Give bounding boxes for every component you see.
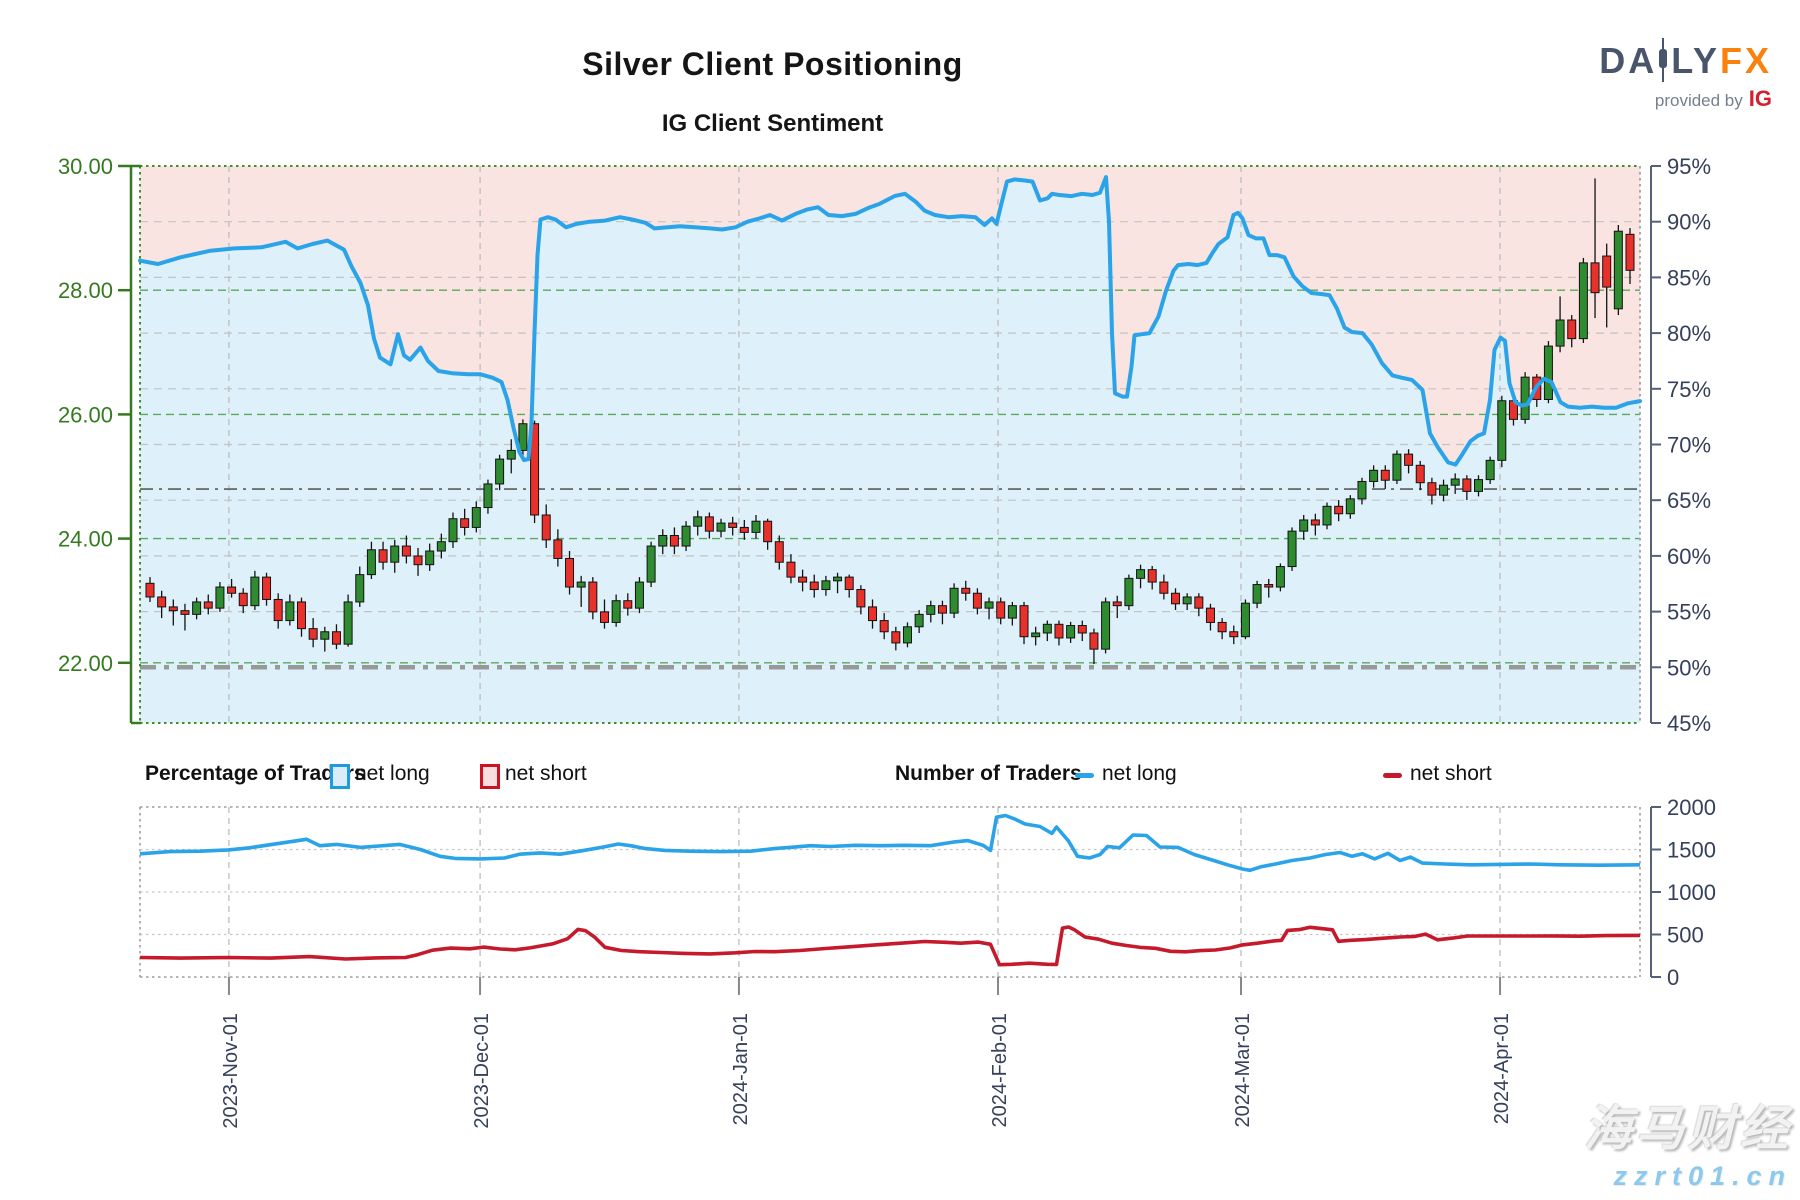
dailyfx-wordmark: DA LYFX [1512, 38, 1772, 82]
count-axis-label: 0 [1667, 965, 1679, 990]
count-axis-label: 1500 [1667, 838, 1716, 863]
net-short-swatch-icon [480, 764, 500, 789]
pct-axis-label: 45% [1667, 711, 1711, 736]
month-label: 2024-Jan-01 [730, 1013, 752, 1125]
net-long-swatch-icon [330, 764, 350, 789]
ig-logo: IG [1748, 86, 1772, 111]
legend-pct-header: Percentage of Traders [145, 762, 366, 785]
price-axis-label: 22.00 [58, 651, 113, 676]
pct-axis-label: 95% [1667, 154, 1711, 179]
provided-by-label: provided by [1654, 91, 1743, 110]
pct-axis-label: 85% [1667, 265, 1711, 290]
count-axis-label: 500 [1667, 923, 1704, 948]
legend-pct-net-short: net short [505, 762, 587, 785]
candlestick-i-icon [1659, 38, 1668, 82]
pct-axis-label: 90% [1667, 210, 1711, 235]
dailyfx-logo: DA LYFX provided by IG [1512, 38, 1772, 112]
month-label: 2024-Mar-01 [1232, 1013, 1254, 1128]
pct-axis-label: 65% [1667, 488, 1711, 513]
month-label: 2023-Dec-01 [471, 1013, 493, 1129]
net-short-line-icon [1383, 773, 1402, 778]
chart-subtitle: IG Client Sentiment [661, 110, 884, 137]
price-axis-label: 24.00 [58, 527, 113, 552]
pct-axis-label: 70% [1667, 433, 1711, 458]
count-line-net-long [139, 813, 1641, 873]
pct-axis-label: 80% [1667, 321, 1711, 346]
pct-axis-label: 60% [1667, 544, 1711, 569]
watermark-line1: 海马财经 [1583, 1103, 1792, 1156]
legend-num-net-short: net short [1410, 762, 1492, 785]
count-axis-label: 2000 [1667, 795, 1716, 820]
watermark-line2: zzrt01.cn [1613, 1161, 1792, 1191]
price-axis-label: 28.00 [58, 278, 113, 303]
logo-fx: FX [1719, 40, 1772, 81]
pct-axis-label: 75% [1667, 377, 1711, 402]
provided-by: provided by IG [1512, 86, 1772, 112]
legend-pct-net-long: net long [355, 762, 430, 785]
sentiment-net-long-line [138, 175, 1642, 467]
page-title: Silver Client Positioning [582, 46, 963, 82]
price-axis-label: 30.00 [58, 154, 113, 179]
pct-axis-label: 50% [1667, 655, 1711, 680]
month-label: 2024-Feb-01 [989, 1013, 1011, 1128]
logo-daily-left: DA [1599, 40, 1658, 81]
legend-num-net-long: net long [1102, 762, 1177, 785]
price-axis-spine [129, 164, 141, 725]
month-label: 2023-Nov-01 [220, 1013, 242, 1129]
legend-num-header: Number of Traders [895, 762, 1082, 785]
count-axis-label: 1000 [1667, 880, 1716, 905]
price-axis-label: 26.00 [58, 402, 113, 427]
logo-daily-right: LY [1671, 40, 1720, 81]
month-label: 2024-Apr-01 [1491, 1013, 1513, 1124]
candlestick-series [145, 178, 1635, 665]
watermark: 海马财经 zzrt01.cn [1584, 1089, 1792, 1192]
pct-axis-label: 55% [1667, 600, 1711, 625]
count-line-net-short [139, 925, 1640, 967]
net-long-line-icon [1075, 773, 1094, 778]
